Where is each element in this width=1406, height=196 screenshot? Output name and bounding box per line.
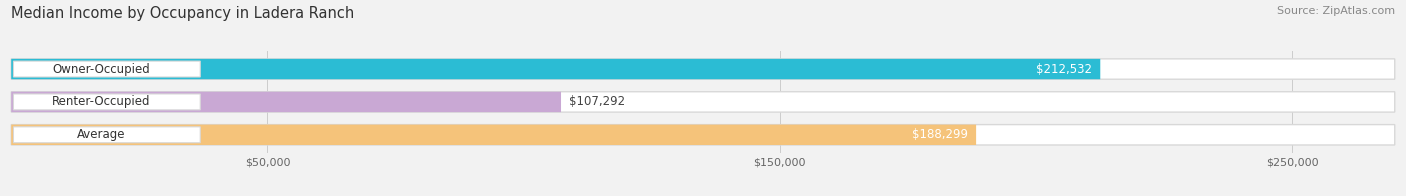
- FancyBboxPatch shape: [11, 92, 561, 112]
- FancyBboxPatch shape: [11, 125, 1395, 145]
- Text: Median Income by Occupancy in Ladera Ranch: Median Income by Occupancy in Ladera Ran…: [11, 6, 354, 21]
- Text: $107,292: $107,292: [569, 95, 626, 108]
- Text: $212,532: $212,532: [1036, 63, 1092, 75]
- FancyBboxPatch shape: [11, 125, 976, 145]
- Text: $188,299: $188,299: [912, 128, 967, 141]
- FancyBboxPatch shape: [14, 94, 200, 110]
- Text: Renter-Occupied: Renter-Occupied: [52, 95, 150, 108]
- Text: Source: ZipAtlas.com: Source: ZipAtlas.com: [1277, 6, 1395, 16]
- FancyBboxPatch shape: [14, 127, 200, 143]
- FancyBboxPatch shape: [11, 59, 1395, 79]
- Text: Owner-Occupied: Owner-Occupied: [52, 63, 149, 75]
- FancyBboxPatch shape: [11, 92, 1395, 112]
- FancyBboxPatch shape: [14, 61, 200, 77]
- Text: Average: Average: [76, 128, 125, 141]
- FancyBboxPatch shape: [11, 59, 1101, 79]
